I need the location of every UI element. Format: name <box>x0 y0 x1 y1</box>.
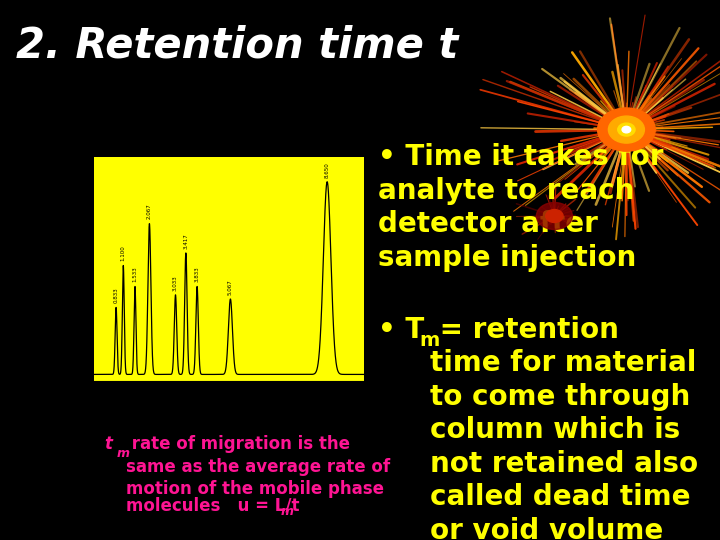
Text: • T: • T <box>378 316 424 344</box>
Text: 8.650: 8.650 <box>325 162 330 178</box>
Circle shape <box>618 123 635 136</box>
X-axis label: Time (min): Time (min) <box>204 402 253 410</box>
Text: molecules   u = L/t: molecules u = L/t <box>126 497 300 515</box>
Text: 3.417: 3.417 <box>184 233 189 249</box>
Circle shape <box>546 210 563 222</box>
Text: t: t <box>104 435 112 453</box>
Text: = retention
time for material
to come through
column which is
not retained also
: = retention time for material to come th… <box>430 316 698 540</box>
Text: 5.067: 5.067 <box>228 279 233 295</box>
Circle shape <box>536 202 572 230</box>
Text: 1.533: 1.533 <box>132 267 138 282</box>
Text: 0.833: 0.833 <box>114 287 119 303</box>
Circle shape <box>622 126 631 133</box>
Text: 3.833: 3.833 <box>194 267 199 282</box>
Text: 2.067: 2.067 <box>147 204 152 219</box>
Text: 1.100: 1.100 <box>121 246 126 261</box>
Text: m: m <box>281 505 294 518</box>
Circle shape <box>598 108 655 151</box>
Text: m: m <box>117 447 130 460</box>
Text: 3.033: 3.033 <box>173 275 178 291</box>
Text: rate of migration is the
same as the average rate of
motion of the mobile phase: rate of migration is the same as the ave… <box>126 435 390 498</box>
Text: 2. Retention time t: 2. Retention time t <box>16 24 458 66</box>
Text: m: m <box>419 331 439 350</box>
Circle shape <box>608 116 644 143</box>
Text: • Time it takes for
analyte to reach
detector after
sample injection: • Time it takes for analyte to reach det… <box>378 143 664 272</box>
